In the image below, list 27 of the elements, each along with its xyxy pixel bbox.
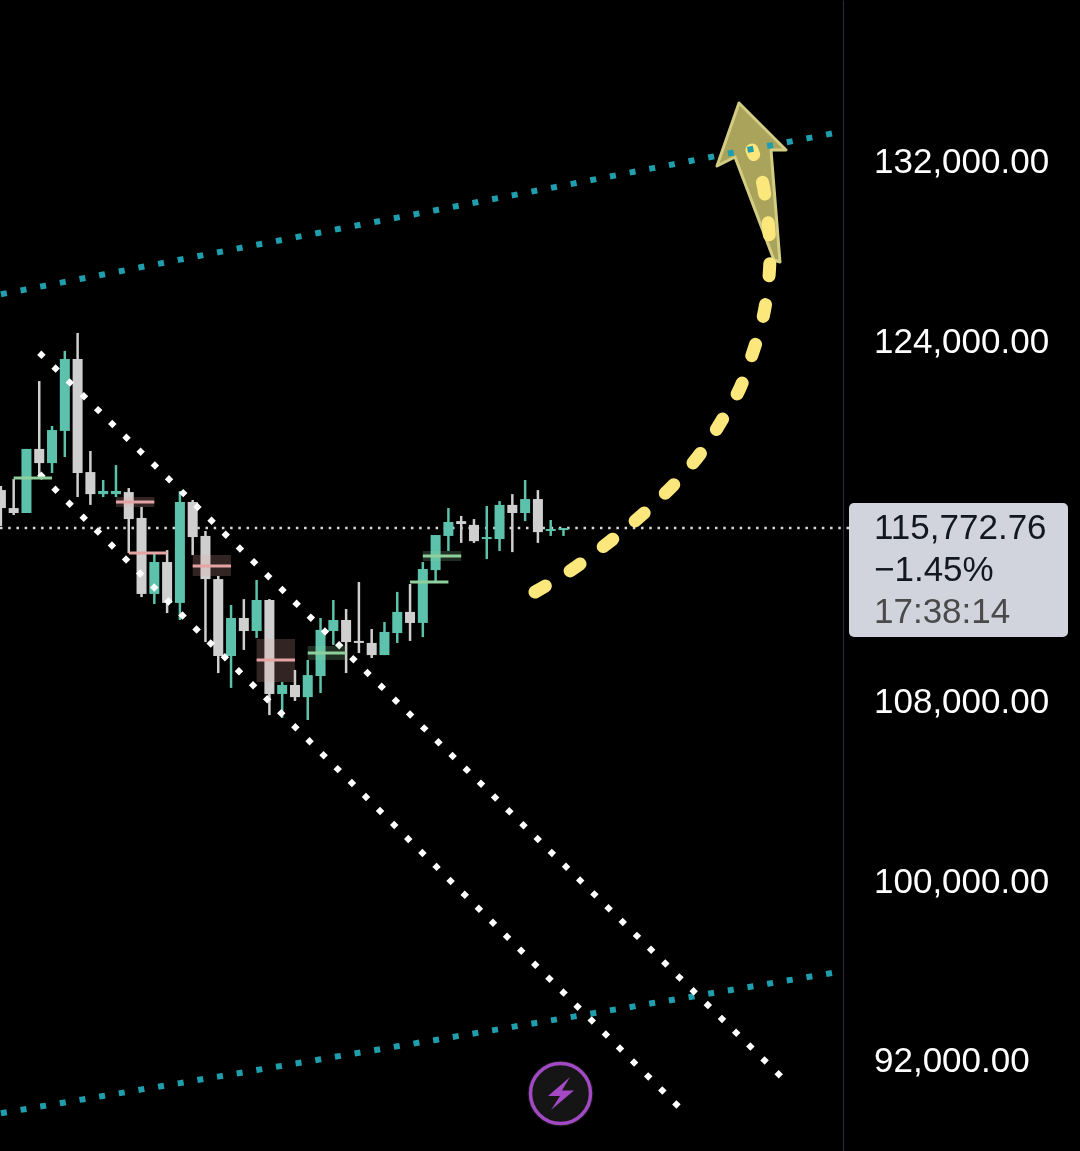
y-tick-label: 132,000.00 [874,141,1050,181]
candlestick [379,620,390,657]
y-tick-label: 108,000.00 [874,680,1050,720]
candlestick [366,627,377,660]
candlestick [520,478,531,523]
candlestick [405,582,416,643]
candlestick [558,526,569,538]
candlestick [443,506,454,553]
y-tick-label: 124,000.00 [874,321,1050,360]
candlestick [277,680,288,720]
candlestick [481,504,492,561]
candlestick [110,463,121,499]
candlestick [8,477,19,517]
candlestick [392,590,403,645]
candlestick [238,597,249,652]
text: 17:38:14 [874,590,1011,630]
candlestick [289,668,300,703]
candlestick [328,598,339,647]
candlestick [545,518,556,538]
candlestick [85,449,96,507]
ref-line-label: 115,772.76 [874,506,1047,546]
candlestick [302,658,313,722]
text: −1.45% [874,548,994,588]
y-tick-label: 92,000.00 [874,1040,1030,1080]
candlestick [341,607,352,675]
candlestick [353,580,364,655]
y-tick-label: 100,000.00 [874,860,1050,900]
